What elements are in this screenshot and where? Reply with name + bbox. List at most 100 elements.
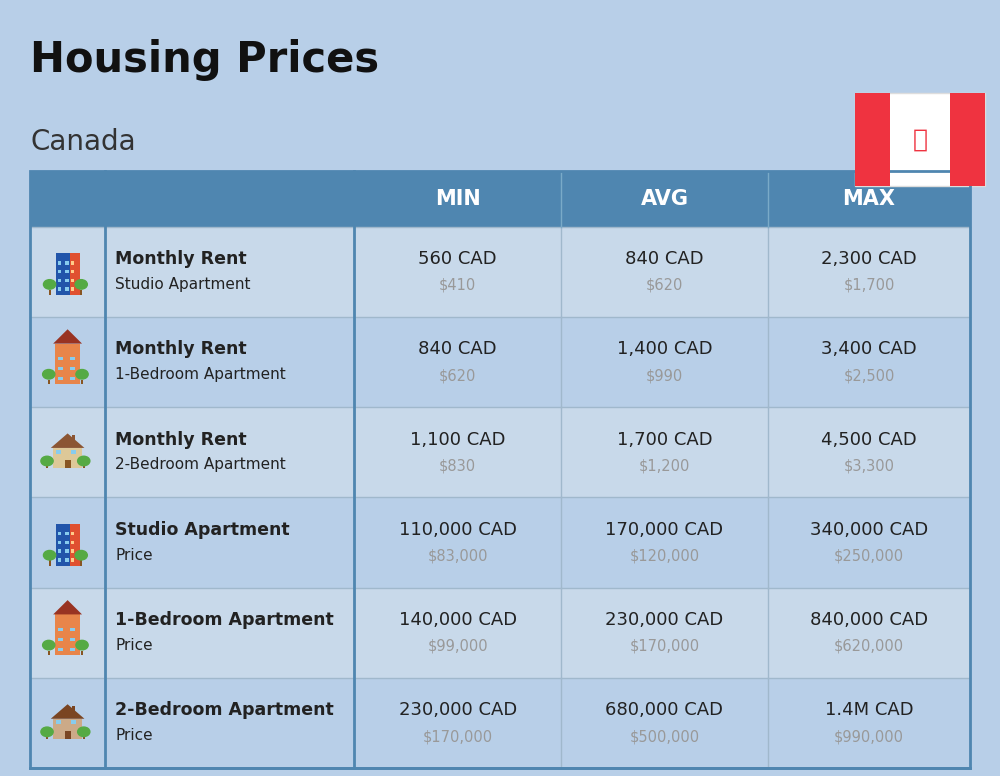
Text: 140,000 CAD: 140,000 CAD — [399, 611, 517, 629]
Text: Price: Price — [115, 638, 153, 653]
FancyBboxPatch shape — [58, 262, 61, 265]
Polygon shape — [51, 705, 84, 719]
FancyBboxPatch shape — [55, 615, 80, 655]
Text: 3,400 CAD: 3,400 CAD — [821, 341, 917, 359]
FancyBboxPatch shape — [58, 638, 63, 641]
FancyBboxPatch shape — [70, 253, 80, 295]
FancyBboxPatch shape — [53, 448, 82, 468]
FancyBboxPatch shape — [71, 720, 76, 725]
Text: $170,000: $170,000 — [629, 639, 700, 654]
Text: MIN: MIN — [435, 189, 481, 209]
FancyBboxPatch shape — [65, 558, 69, 562]
Circle shape — [78, 456, 90, 466]
FancyBboxPatch shape — [58, 648, 63, 651]
FancyBboxPatch shape — [30, 407, 970, 497]
FancyBboxPatch shape — [81, 379, 83, 384]
FancyBboxPatch shape — [70, 638, 75, 641]
FancyBboxPatch shape — [80, 289, 82, 295]
FancyBboxPatch shape — [30, 587, 970, 678]
FancyBboxPatch shape — [58, 549, 61, 553]
Text: $620: $620 — [439, 368, 476, 383]
FancyBboxPatch shape — [70, 648, 75, 651]
FancyBboxPatch shape — [58, 279, 61, 282]
FancyBboxPatch shape — [80, 560, 82, 566]
Text: $1,200: $1,200 — [639, 459, 690, 473]
FancyBboxPatch shape — [71, 262, 74, 265]
Circle shape — [75, 550, 87, 560]
Circle shape — [76, 369, 88, 379]
Text: 1,100 CAD: 1,100 CAD — [410, 431, 505, 449]
Text: $99,000: $99,000 — [427, 639, 488, 654]
Text: $620: $620 — [646, 278, 683, 293]
FancyBboxPatch shape — [58, 532, 61, 535]
Text: 1-Bedroom Apartment: 1-Bedroom Apartment — [115, 367, 286, 382]
FancyBboxPatch shape — [70, 377, 75, 380]
FancyBboxPatch shape — [30, 317, 970, 407]
Text: $170,000: $170,000 — [423, 729, 493, 744]
FancyBboxPatch shape — [71, 449, 76, 454]
Text: 110,000 CAD: 110,000 CAD — [399, 521, 517, 539]
Text: 🍁: 🍁 — [912, 128, 927, 151]
FancyBboxPatch shape — [58, 377, 63, 380]
Text: Studio Apartment: Studio Apartment — [115, 521, 290, 539]
FancyBboxPatch shape — [58, 558, 61, 562]
FancyBboxPatch shape — [83, 734, 85, 739]
FancyBboxPatch shape — [58, 367, 63, 370]
FancyBboxPatch shape — [58, 287, 61, 291]
Text: 1,400 CAD: 1,400 CAD — [617, 341, 712, 359]
Text: Monthly Rent: Monthly Rent — [115, 250, 247, 268]
FancyBboxPatch shape — [58, 357, 63, 360]
Text: 1.4M CAD: 1.4M CAD — [825, 702, 913, 719]
FancyBboxPatch shape — [56, 449, 61, 454]
Text: 2-Bedroom Apartment: 2-Bedroom Apartment — [115, 702, 334, 719]
Text: 2-Bedroom Apartment: 2-Bedroom Apartment — [115, 457, 286, 473]
Text: MAX: MAX — [842, 189, 895, 209]
Text: Housing Prices: Housing Prices — [30, 39, 379, 81]
FancyBboxPatch shape — [55, 344, 80, 384]
Text: Price: Price — [115, 728, 153, 743]
Text: Studio Apartment: Studio Apartment — [115, 277, 251, 292]
FancyBboxPatch shape — [71, 279, 74, 282]
FancyBboxPatch shape — [30, 497, 970, 587]
FancyBboxPatch shape — [71, 549, 74, 553]
FancyBboxPatch shape — [855, 93, 890, 186]
Text: $620,000: $620,000 — [834, 639, 904, 654]
FancyBboxPatch shape — [70, 357, 75, 360]
FancyBboxPatch shape — [56, 524, 79, 566]
Text: $410: $410 — [439, 278, 476, 293]
Text: Monthly Rent: Monthly Rent — [115, 341, 247, 359]
FancyBboxPatch shape — [46, 463, 48, 468]
Text: 560 CAD: 560 CAD — [418, 250, 497, 268]
FancyBboxPatch shape — [65, 262, 69, 265]
Text: $990,000: $990,000 — [834, 729, 904, 744]
FancyBboxPatch shape — [49, 289, 51, 295]
FancyBboxPatch shape — [53, 719, 82, 739]
FancyBboxPatch shape — [30, 171, 970, 227]
FancyBboxPatch shape — [70, 628, 75, 631]
Circle shape — [78, 727, 90, 736]
Circle shape — [76, 640, 88, 650]
Text: 2,300 CAD: 2,300 CAD — [821, 250, 917, 268]
FancyBboxPatch shape — [65, 731, 71, 739]
Text: 840,000 CAD: 840,000 CAD — [810, 611, 928, 629]
Text: $830: $830 — [439, 459, 476, 473]
Polygon shape — [53, 329, 82, 344]
Text: Canada: Canada — [30, 128, 136, 156]
Text: 840 CAD: 840 CAD — [418, 341, 497, 359]
FancyBboxPatch shape — [58, 628, 63, 631]
FancyBboxPatch shape — [65, 279, 69, 282]
FancyBboxPatch shape — [72, 705, 75, 713]
Text: 4,500 CAD: 4,500 CAD — [821, 431, 917, 449]
Text: 340,000 CAD: 340,000 CAD — [810, 521, 928, 539]
FancyBboxPatch shape — [855, 93, 985, 186]
Circle shape — [43, 369, 55, 379]
FancyBboxPatch shape — [46, 734, 48, 739]
FancyBboxPatch shape — [950, 93, 985, 186]
Circle shape — [43, 640, 55, 650]
Text: $120,000: $120,000 — [629, 549, 700, 563]
FancyBboxPatch shape — [83, 463, 85, 468]
Text: $1,700: $1,700 — [843, 278, 895, 293]
FancyBboxPatch shape — [65, 287, 69, 291]
Text: $3,300: $3,300 — [843, 459, 894, 473]
Text: 680,000 CAD: 680,000 CAD — [605, 702, 723, 719]
